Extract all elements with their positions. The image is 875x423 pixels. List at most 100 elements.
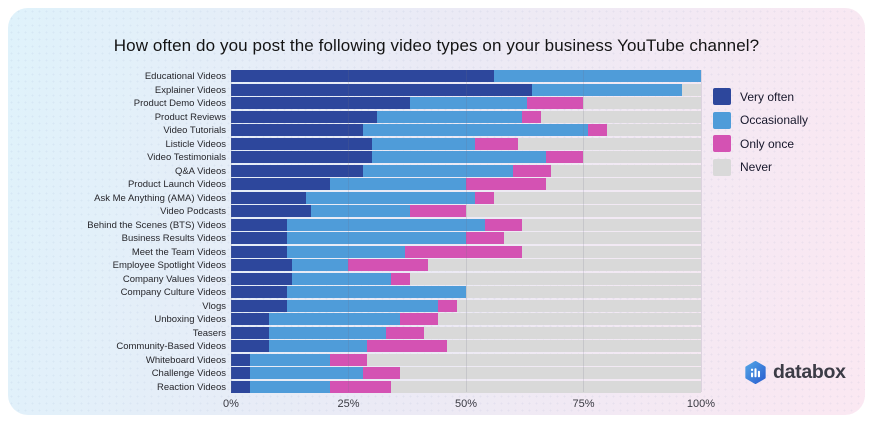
databox-logo-icon — [745, 361, 766, 384]
bar-row — [231, 286, 701, 298]
bar-segment-occasionally — [287, 218, 485, 231]
bar-row — [231, 326, 701, 339]
category-labels: Educational Videos Explainer Videos Produc… — [8, 70, 226, 394]
bar-segment-very-often — [231, 151, 372, 163]
bar-row — [231, 137, 701, 150]
legend-swatch — [713, 158, 731, 176]
bar-segment-only-once — [437, 299, 457, 312]
bar-segment-occasionally — [531, 83, 683, 96]
legend-label: Never — [740, 160, 773, 174]
bar-segment-never — [503, 232, 701, 244]
bar-segment-occasionally — [362, 124, 589, 136]
bar-row — [231, 191, 701, 204]
category-label: Video Tutorials — [163, 125, 226, 136]
bar-segment-only-once — [512, 164, 551, 177]
bar-segment-never — [390, 380, 701, 393]
bar-segment-very-often — [231, 272, 293, 285]
bar-segment-never — [423, 326, 701, 339]
bar-segment-never — [583, 97, 701, 109]
bar-row — [231, 97, 701, 109]
bar-segment-very-often — [231, 97, 410, 109]
bar-segment-never — [409, 272, 701, 285]
databox-logo: databox — [744, 361, 846, 384]
bar-row — [231, 232, 701, 244]
bar-segment-very-often — [231, 110, 377, 123]
bar-segment-very-often — [231, 326, 269, 339]
legend-label: Very often — [740, 89, 795, 104]
category-label: Community-Based Videos — [116, 341, 226, 352]
bar-segment-never — [465, 286, 701, 298]
bar-segment-only-once — [588, 124, 607, 136]
category-label: Product Launch Videos — [127, 179, 226, 190]
bar-segment-very-often — [231, 178, 330, 190]
bar-segment-very-often — [231, 191, 307, 204]
legend-label: Only once — [740, 136, 795, 151]
bar-segment-very-often — [231, 164, 363, 177]
legend-item-only-once: Only once — [713, 135, 808, 152]
bar-segment-only-once — [409, 205, 466, 217]
bar-segment-only-once — [329, 380, 391, 393]
bar-segment-only-once — [404, 245, 523, 258]
bar-segment-occasionally — [494, 70, 701, 82]
category-label: Explainer Videos — [154, 84, 226, 96]
category-label: Teasers — [192, 327, 226, 339]
bar-row — [231, 245, 701, 258]
category-label: Meet the Team Videos — [131, 246, 226, 258]
legend-item-very-often: Very often — [713, 88, 808, 105]
bar-segment-occasionally — [249, 353, 330, 366]
bar-segment-very-often — [231, 232, 288, 244]
legend-item-occasionally: Occasionally — [713, 111, 809, 129]
bar-segment-only-once — [527, 97, 584, 109]
bar-row — [231, 110, 701, 123]
bar-segment-only-once — [465, 232, 504, 244]
bar-segment-never — [522, 245, 701, 258]
bar-segment-very-often — [231, 340, 269, 352]
bar-segment-only-once — [475, 191, 495, 204]
bar-row — [231, 380, 701, 393]
bar-segment-very-often — [231, 83, 532, 96]
bar-segment-only-once — [362, 367, 401, 379]
bar-row — [231, 259, 701, 271]
category-label: Behind the Scenes (BTS) Videos — [87, 219, 226, 231]
chart-title: How often do you post the following vide… — [113, 36, 760, 55]
category-label: Video Testimonials — [147, 152, 226, 163]
bar-segment-very-often — [231, 218, 288, 231]
bar-segment-occasionally — [372, 137, 476, 150]
databox-logo-text: databox — [773, 361, 846, 383]
bar-segment-never — [522, 218, 701, 231]
bar-segment-occasionally — [268, 340, 368, 352]
x-axis: 0% 25% 50% 75% 100% — [223, 398, 715, 412]
bar-row — [231, 218, 701, 231]
plot-area — [230, 70, 702, 394]
bar-segment-only-once — [367, 340, 448, 352]
bar-segment-occasionally — [292, 259, 349, 271]
legend-label: Occasionally — [740, 113, 809, 127]
bar-segment-occasionally — [372, 151, 546, 163]
bar-row — [231, 151, 701, 163]
bars — [231, 70, 701, 394]
bar-row — [231, 83, 701, 96]
bar-segment-very-often — [231, 137, 372, 150]
bar-segment-very-often — [231, 259, 293, 271]
bar-segment-occasionally — [409, 97, 528, 109]
category-label: Q&A Videos — [174, 165, 226, 177]
bar-segment-never — [447, 340, 701, 352]
bar-segment-very-often — [231, 367, 250, 379]
x-axis-tick-label: 100% — [686, 398, 716, 410]
bar-segment-occasionally — [287, 245, 405, 258]
bar-segment-very-often — [231, 124, 363, 136]
bar-segment-only-once — [545, 151, 584, 163]
x-axis-tick-label: 25% — [337, 398, 360, 410]
category-label: Unboxing Videos — [154, 314, 226, 325]
bar-segment-occasionally — [310, 205, 410, 217]
bar-segment-only-once — [390, 272, 410, 285]
bar-segment-never — [437, 313, 701, 325]
bar-row — [231, 299, 701, 312]
category-label: Ask Me Anything (AMA) Videos — [94, 192, 226, 204]
bar-segment-never — [456, 299, 701, 312]
category-label: Video Podcasts — [160, 206, 226, 217]
bar-segment-only-once — [329, 353, 368, 366]
bar-segment-never — [541, 110, 701, 123]
bar-row — [231, 178, 701, 190]
bar-row — [231, 313, 701, 325]
